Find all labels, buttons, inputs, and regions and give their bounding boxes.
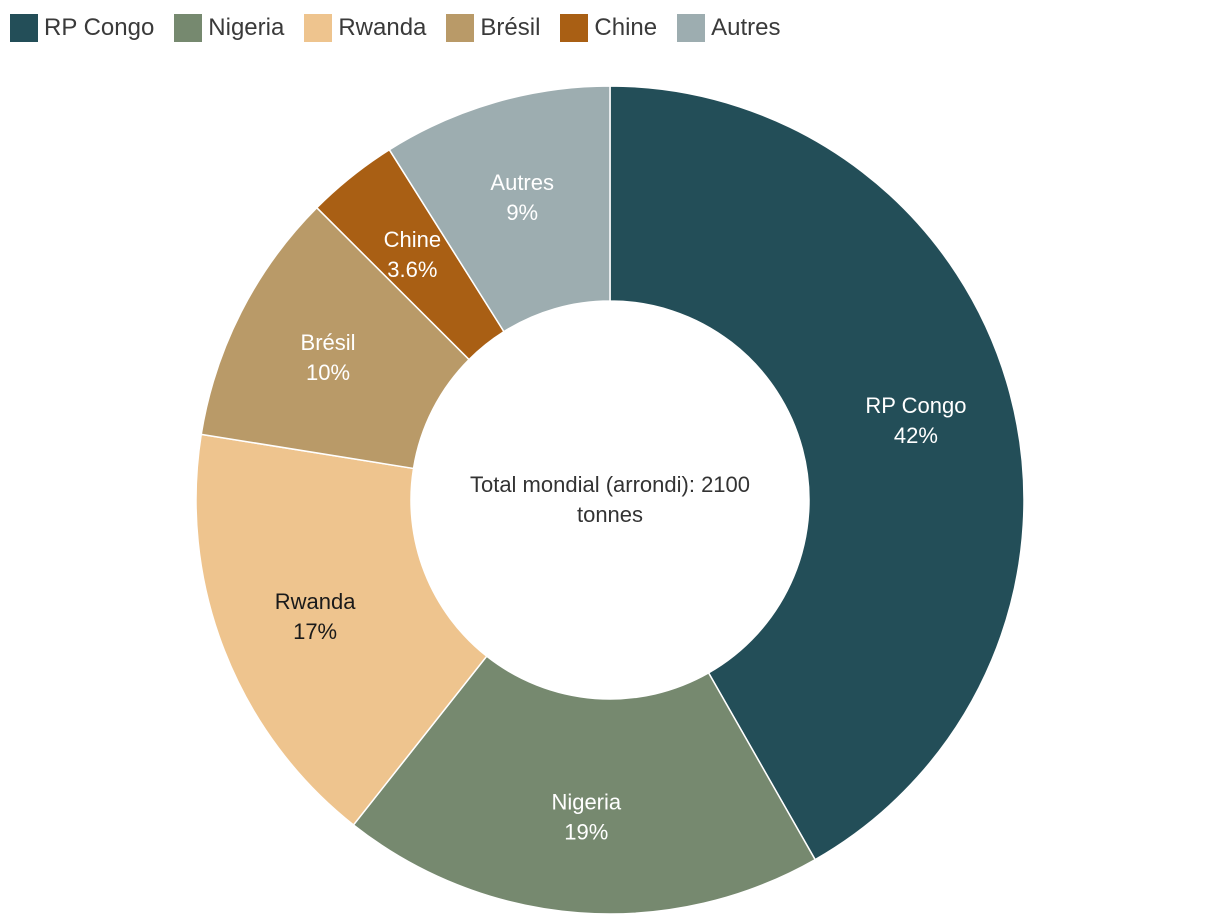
slice-name-label: Rwanda <box>275 589 356 614</box>
legend-item: Nigeria <box>174 14 284 42</box>
legend-item: Chine <box>560 14 657 42</box>
center-total-label: Total mondial (arrondi): 2100 <box>470 472 750 497</box>
legend-swatch <box>446 14 475 42</box>
pie-slice <box>352 655 817 915</box>
slice-value-label: 17% <box>293 619 337 644</box>
slice-value-label: 3.6% <box>387 257 437 282</box>
legend-item: Brésil <box>446 14 540 42</box>
legend-label: Brésil <box>480 14 541 41</box>
legend-swatch <box>677 14 706 42</box>
center-total-label: tonnes <box>577 502 643 527</box>
legend-item: Rwanda <box>304 14 426 42</box>
slice-value-label: 19% <box>564 820 608 845</box>
legend-swatch <box>304 14 333 42</box>
legend-label: Chine <box>594 14 658 41</box>
pie-slice <box>200 206 471 470</box>
slice-name-label: Chine <box>384 227 441 252</box>
legend-label: RP Congo <box>44 14 155 41</box>
slice-name-label: Nigeria <box>551 790 621 815</box>
pie-slice <box>388 85 611 333</box>
slice-name-label: Autres <box>490 170 554 195</box>
slice-name-label: RP Congo <box>865 393 966 418</box>
legend-swatch <box>10 14 38 42</box>
legend-label: Autres <box>711 14 781 41</box>
slice-value-label: 42% <box>894 423 938 448</box>
legend-swatch <box>560 14 589 42</box>
legend-label: Rwanda <box>338 14 427 41</box>
slice-value-label: 10% <box>306 360 350 385</box>
legend: RP Congo Nigeria Rwanda Brésil Chine Autres <box>10 12 801 44</box>
legend-item: Autres <box>677 14 781 42</box>
legend-swatch <box>174 14 203 42</box>
legend-item: RP Congo <box>10 14 154 42</box>
pie-slice <box>195 433 488 826</box>
pie-slice <box>609 85 1025 861</box>
slice-value-label: 9% <box>506 200 538 225</box>
legend-label: Nigeria <box>208 14 285 41</box>
slice-name-label: Brésil <box>301 330 356 355</box>
